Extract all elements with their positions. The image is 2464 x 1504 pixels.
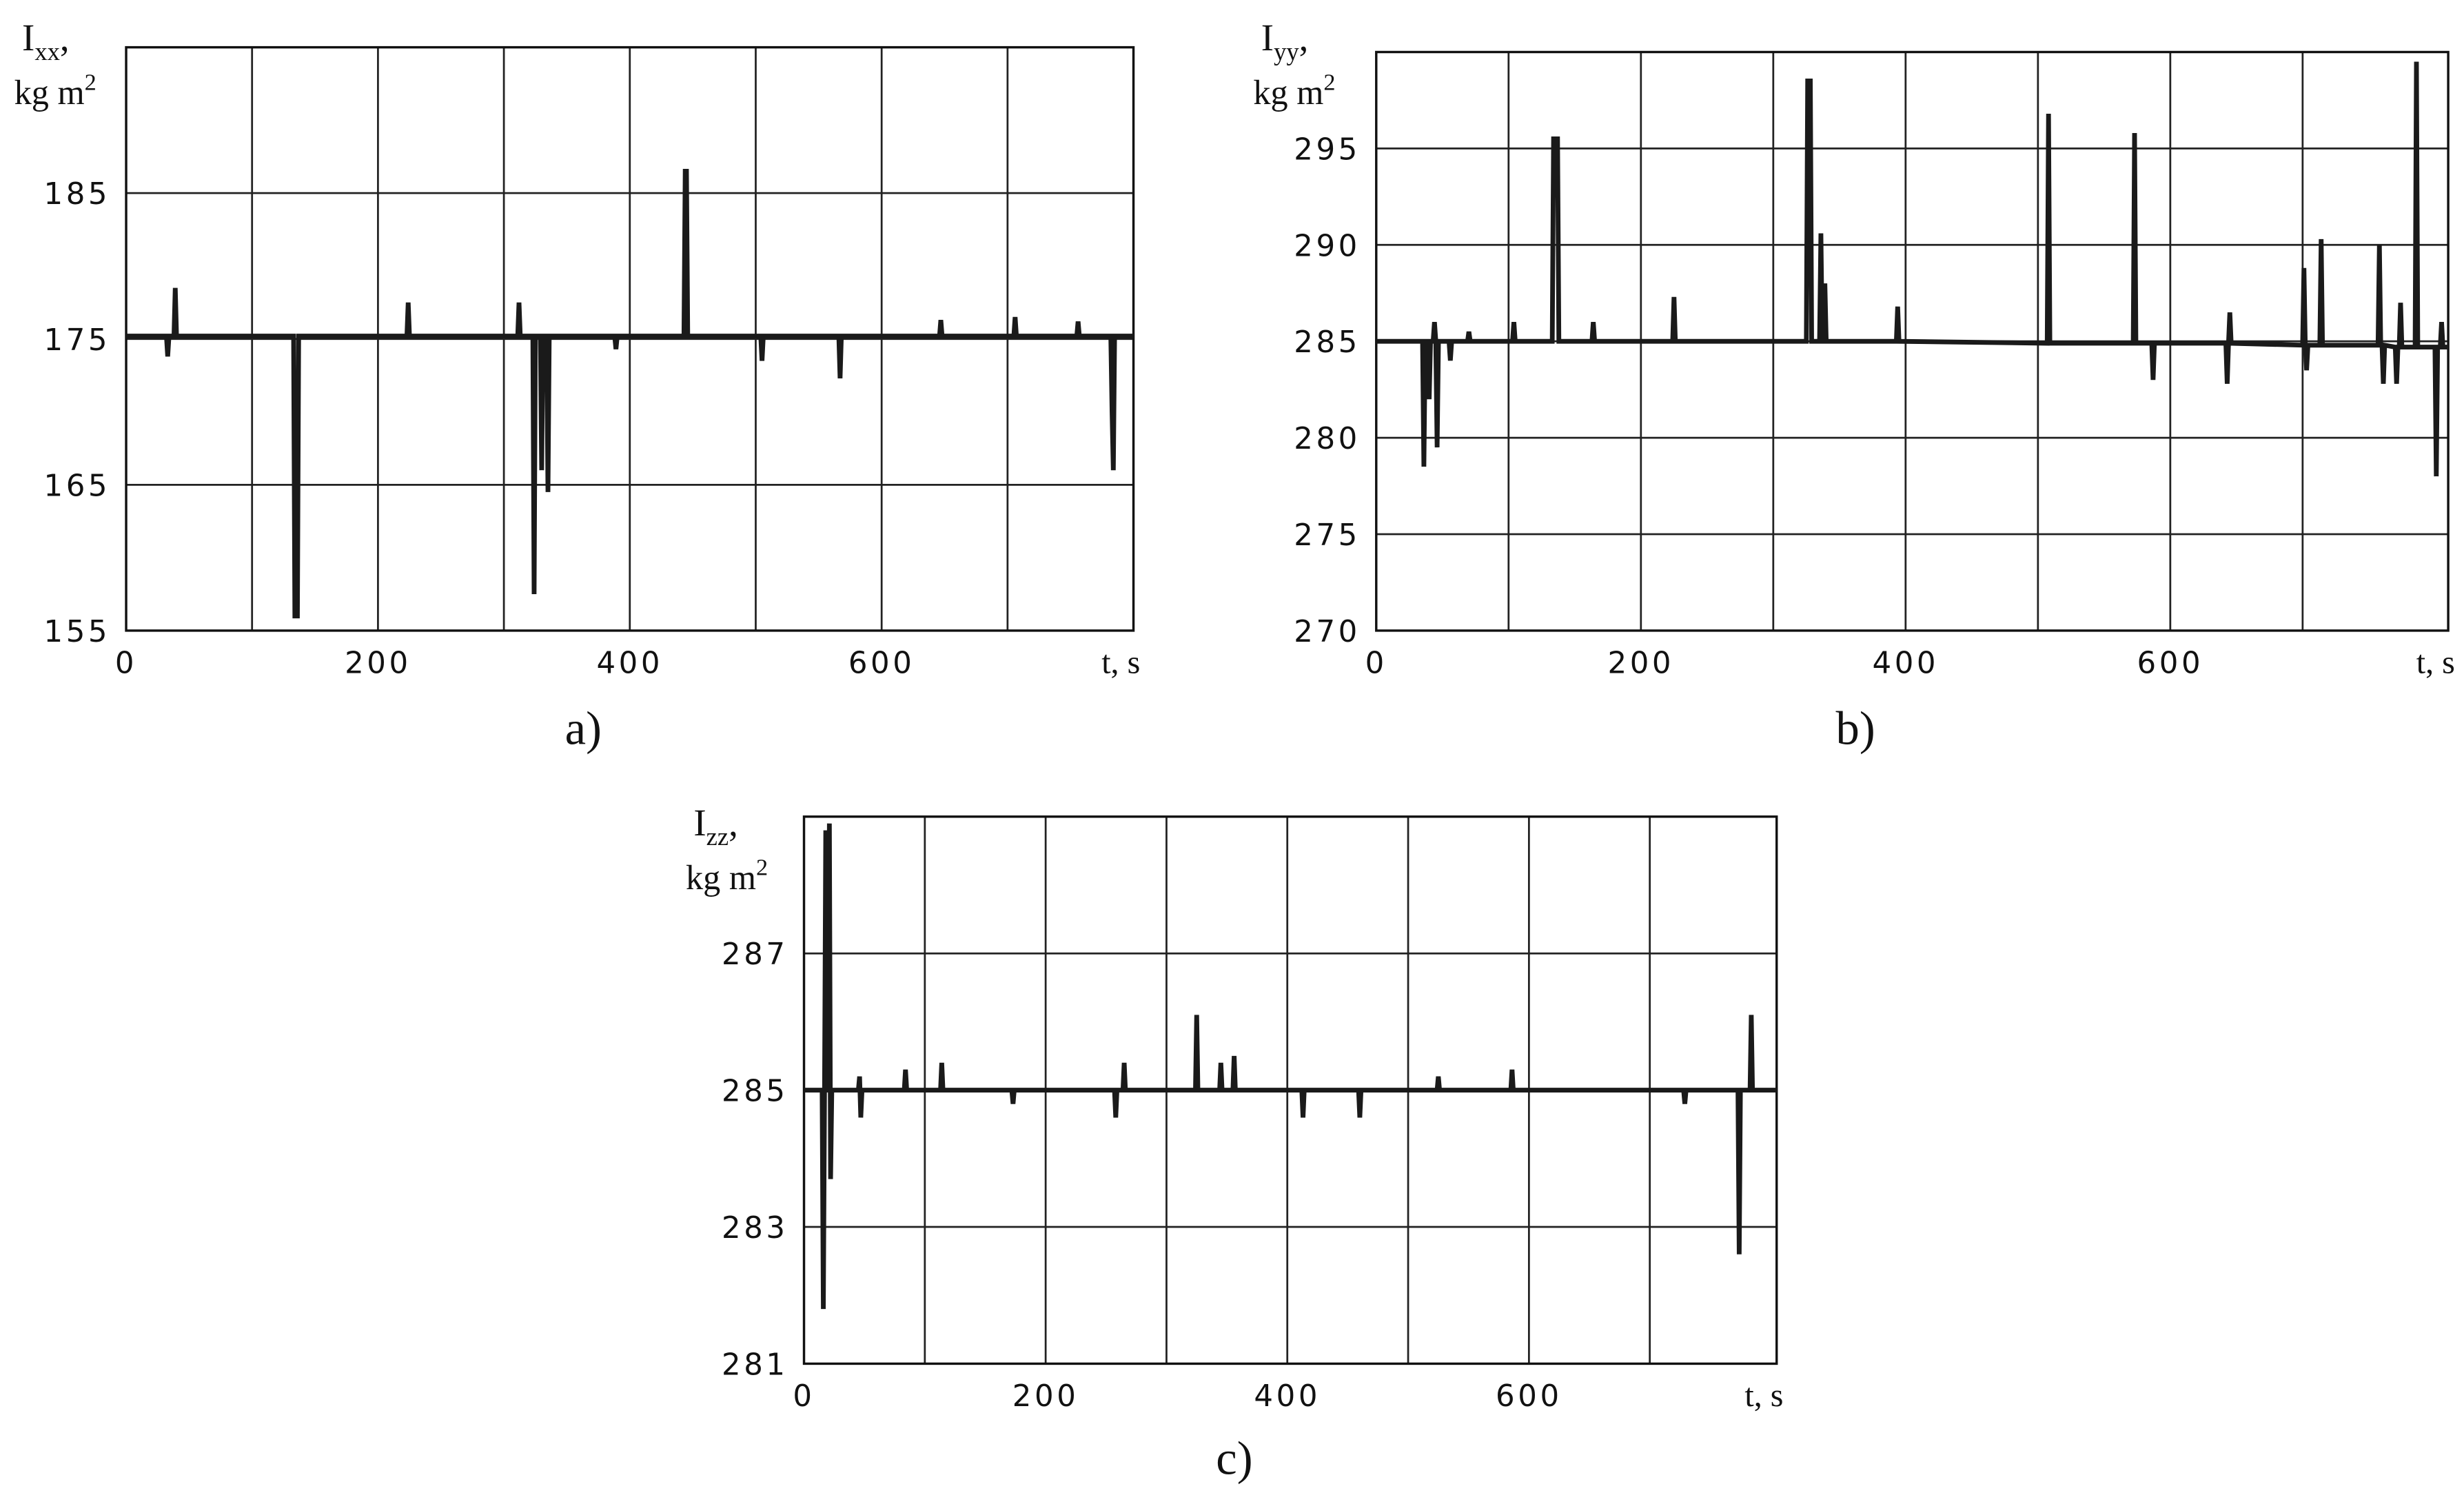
x-tick-label: 400 (1254, 1379, 1321, 1414)
x-tick-label: 0 (115, 647, 137, 681)
x-tick-label: 600 (848, 647, 915, 681)
y-axis-punct: , (60, 17, 70, 59)
x-axis-label: t, s (1101, 644, 1140, 681)
data-line (1376, 61, 2449, 477)
y-tick-label: 275 (1294, 518, 1361, 553)
y-axis-unit-base: kg m (14, 73, 85, 112)
y-tick-label: 165 (44, 469, 111, 503)
x-tick-label: 0 (793, 1379, 815, 1414)
y-tick-label: 175 (44, 323, 111, 358)
y-tick-label: 270 (1294, 615, 1361, 649)
x-tick-label: 200 (345, 647, 411, 681)
y-tick-label: 285 (722, 1075, 788, 1109)
y-tick-label: 281 (722, 1348, 788, 1382)
y-tick-label: 283 (722, 1211, 788, 1246)
y-axis-unit: kg m2 (686, 854, 768, 897)
y-axis-label: Iyy, (1261, 17, 1309, 65)
data-line (804, 823, 1777, 1310)
y-axis-punct: , (1299, 17, 1309, 59)
y-axis-label: Izz, (693, 802, 737, 851)
y-axis-unit-base: kg m (1253, 73, 1323, 112)
x-axis-label: t, s (1744, 1377, 1783, 1414)
x-tick-label: 200 (1012, 1379, 1079, 1414)
y-axis-unit: kg m2 (1253, 69, 1335, 112)
x-tick-label: 400 (596, 647, 663, 681)
y-axis-subscript: xx (34, 37, 60, 65)
y-axis-symbol: I (1261, 17, 1274, 59)
y-axis-punct: , (729, 802, 738, 844)
x-tick-label: 600 (2137, 647, 2204, 681)
x-tick-label: 200 (1607, 647, 1674, 681)
y-axis-symbol: I (693, 802, 706, 844)
plot-frame (125, 45, 1135, 632)
x-tick-label: 0 (1365, 647, 1387, 681)
y-axis-label: Ixx, (22, 17, 70, 65)
y-tick-label: 185 (44, 177, 111, 212)
x-tick-label: 600 (1496, 1379, 1562, 1414)
panel-label: a) (565, 702, 602, 755)
y-axis-unit-power: 2 (1323, 69, 1335, 95)
y-tick-label: 280 (1294, 422, 1361, 456)
panel-label: c) (1216, 1432, 1252, 1485)
y-axis-symbol: I (22, 17, 34, 59)
y-axis-unit-power: 2 (85, 69, 96, 95)
y-tick-label: 290 (1294, 229, 1361, 263)
y-axis-subscript: zz (706, 822, 729, 851)
y-tick-label: 155 (44, 615, 111, 649)
panel-label: b) (1836, 702, 1875, 755)
y-axis-subscript: yy (1274, 37, 1299, 65)
x-axis-label: t, s (2416, 644, 2455, 681)
y-tick-label: 287 (722, 937, 788, 972)
y-tick-label: 295 (1294, 132, 1361, 167)
x-tick-label: 400 (1873, 647, 1939, 681)
data-line (126, 169, 1134, 619)
y-axis-unit-base: kg m (686, 858, 756, 897)
y-axis-unit-power: 2 (756, 854, 768, 880)
y-axis-unit: kg m2 (14, 69, 96, 112)
y-tick-label: 285 (1294, 325, 1361, 360)
